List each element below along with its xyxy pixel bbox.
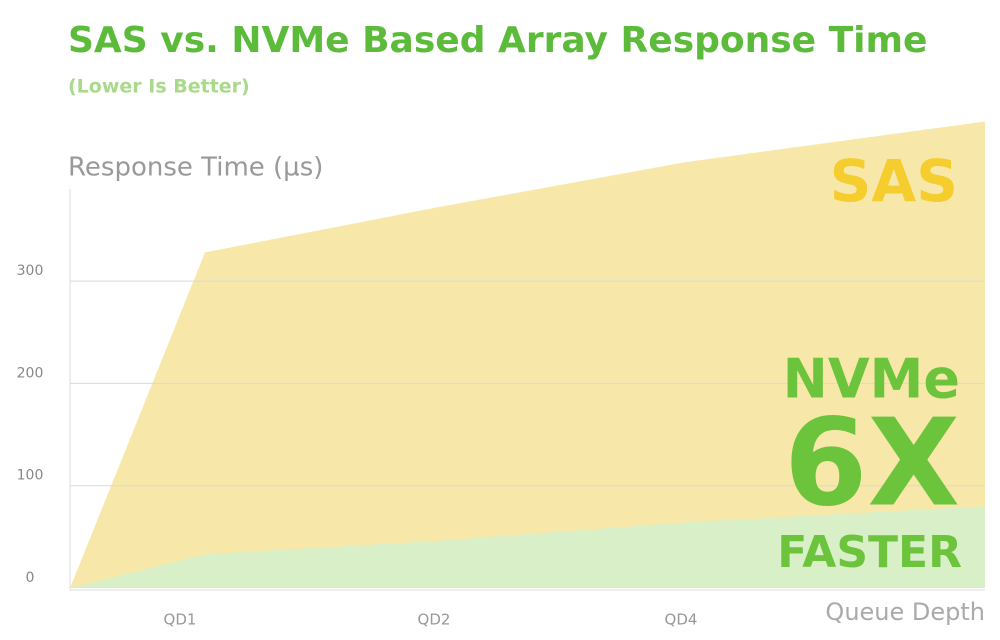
y-tick-label: 200 bbox=[17, 365, 44, 381]
y-tick-label: 0 bbox=[26, 570, 35, 586]
y-tick-label: 300 bbox=[17, 263, 44, 279]
grid bbox=[70, 280, 985, 487]
annotation: FASTER bbox=[777, 527, 962, 578]
area bbox=[70, 121, 985, 588]
y-axis-label: Response Time (µs) bbox=[68, 153, 323, 183]
areas bbox=[70, 121, 985, 588]
series-label: SAS bbox=[830, 147, 958, 215]
x-tick-label: QD1 bbox=[164, 611, 197, 629]
y-tick-label: 100 bbox=[17, 468, 44, 484]
annotation: 6X bbox=[784, 395, 960, 534]
chart-title: SAS vs. NVMe Based Array Response Time bbox=[68, 20, 927, 61]
x-tick-label: QD2 bbox=[418, 611, 451, 629]
x-tick-label: QD4 bbox=[665, 611, 698, 629]
area bbox=[70, 506, 985, 588]
x-axis-label: Queue Depth bbox=[825, 598, 985, 626]
chart-subtitle: (Lower Is Better) bbox=[68, 76, 250, 98]
series-label: NVMe bbox=[783, 348, 960, 411]
